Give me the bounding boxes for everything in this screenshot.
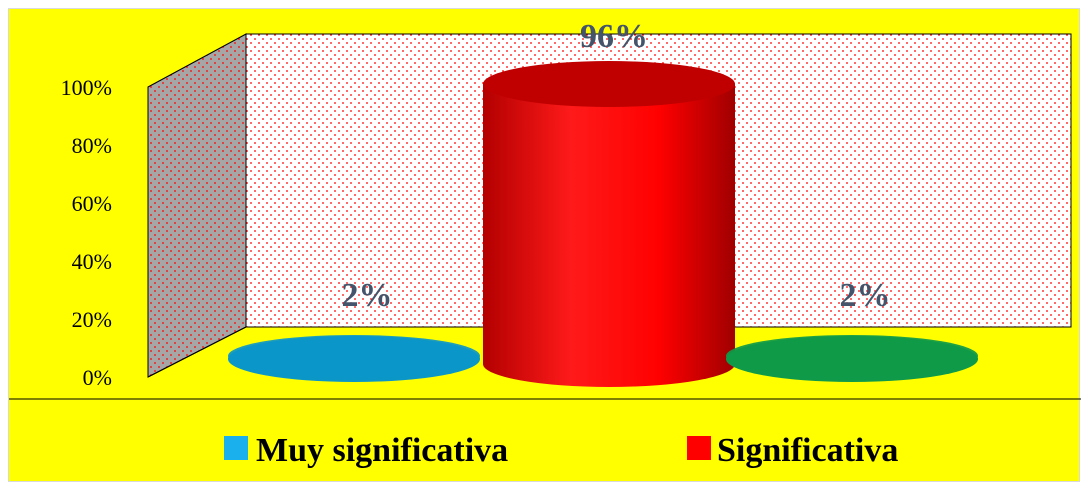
legend-swatch-muy-significativa (224, 436, 248, 460)
data-label-0: 2% (342, 277, 393, 314)
legend-label-muy-significativa: Muy significativa (256, 432, 508, 469)
bar-top (483, 61, 735, 107)
y-tick-label: 60% (72, 191, 112, 216)
legend-swatch-significativa (687, 436, 711, 460)
bar-1 (483, 61, 735, 387)
y-axis-ticks: 0% 20% 40% 60% 80% 100% (61, 75, 112, 390)
data-label-2: 2% (840, 277, 891, 314)
bar-disc-top (726, 335, 978, 377)
bar-2 (726, 335, 978, 382)
data-label-1: 96% (580, 18, 648, 55)
data-labels-group: 2% 96% 2% (342, 18, 891, 314)
bar-0 (228, 335, 480, 382)
legend-label-significativa: Significativa (717, 432, 898, 469)
bars-group (228, 61, 978, 387)
y-tick-label: 20% (72, 307, 112, 332)
bar-body (483, 84, 735, 387)
side-wall (147, 33, 247, 378)
legend: Muy significativa Significativa (224, 432, 898, 469)
chart-area: 0% 20% 40% 60% 80% 100% 2% 96% 2% Muy significa… (8, 8, 1081, 482)
bar-disc-top (228, 335, 480, 377)
chart-svg: 0% 20% 40% 60% 80% 100% 2% 96% 2% Muy significa… (9, 18, 1081, 469)
y-tick-label: 100% (61, 75, 112, 100)
y-tick-label: 80% (72, 133, 112, 158)
y-tick-label: 0% (83, 365, 112, 390)
y-tick-label: 40% (72, 249, 112, 274)
floor-edge (147, 326, 247, 378)
